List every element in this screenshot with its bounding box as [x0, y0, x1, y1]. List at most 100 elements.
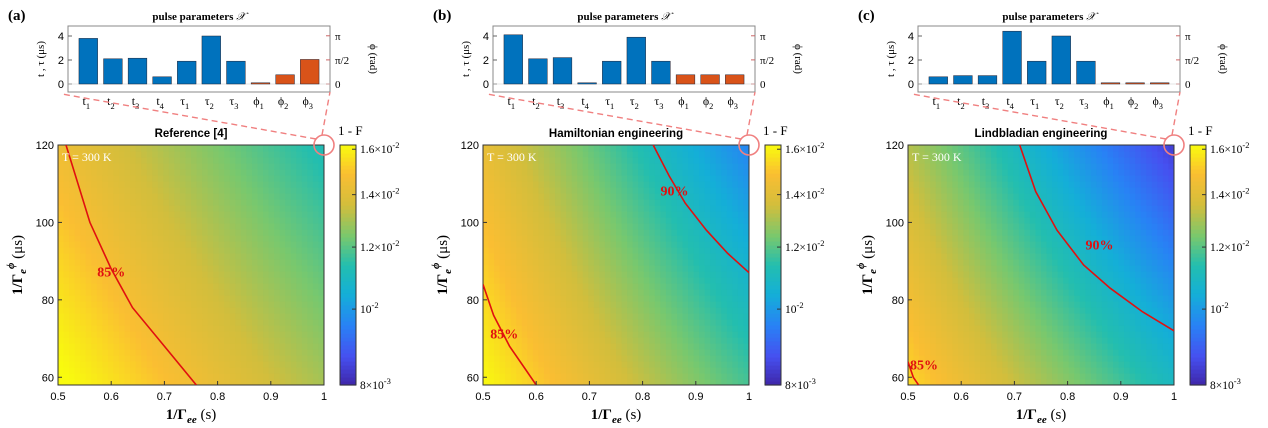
pulse-bar-chart: pulse parameters 𝒳 0 2 4 0 π/2 π t , τ (μs) ϕ (r…: [35, 11, 379, 111]
panel-2: (b) pulse parameters 𝒳 0 2 4 0 π/2 π t , τ (μs) ϕ…: [430, 8, 824, 426]
bar-category-label: τ1: [605, 94, 614, 111]
bar-category-label: t1: [933, 94, 941, 111]
bar-t2: [528, 58, 548, 85]
bar-t4: [577, 82, 597, 85]
heatmap-ylabel: 1/Γeϕ (μs): [855, 235, 879, 295]
bar-category-label: τ3: [654, 94, 663, 111]
heatmap-ylabel: 1/Γeϕ (μs): [5, 235, 29, 295]
bar-left-tick: 0: [483, 79, 489, 91]
contour-line-85: [65, 145, 197, 385]
bar-category-label: ϕ1: [678, 94, 689, 111]
heatmap-y-tick: 100: [886, 217, 904, 229]
bar-ϕ1: [675, 74, 696, 85]
bar-category-label: t4: [1006, 94, 1014, 111]
colorbar-tick: 8×10-3: [785, 376, 816, 392]
heatmap-title: Lindbladian engineering: [975, 128, 1108, 140]
bar-category-label: τ2: [630, 94, 639, 111]
bar-τ1: [602, 60, 622, 85]
bar-ϕ2: [1125, 82, 1145, 85]
colorbar-tick: 1.4×10-2: [785, 186, 824, 202]
bar-category-label: t2: [957, 94, 965, 111]
bar-t2: [953, 75, 973, 85]
colorbar-tick: 1.6×10-2: [785, 140, 824, 156]
heatmap-title: Reference [4]: [155, 128, 228, 140]
bar-t4: [1002, 30, 1022, 85]
bar-left-tick: 2: [58, 55, 64, 67]
bar-axes-box: [492, 25, 756, 93]
heatmap-xlabel: 1/Γee (s): [591, 407, 642, 426]
heatmap-x-tick: 0.9: [263, 391, 278, 403]
bar-axes-box: [67, 25, 331, 93]
colorbar: 1 - F 8×10-3 10-2 1.2×10-2 1.4×10-2 1.6×10-2: [1188, 123, 1249, 392]
bar-category-label: τ2: [1055, 94, 1064, 111]
bar-left-tick: 0: [908, 79, 914, 91]
bar-category-label: t1: [508, 94, 516, 111]
zoom-line: [911, 93, 1167, 140]
bar-category-label: τ3: [1079, 94, 1088, 111]
temperature-label: T = 300 K: [487, 150, 537, 164]
bar-τ3: [1076, 60, 1096, 85]
panel-1: (a) pulse parameters 𝒳 0 2 4 0 π/2 π t , τ (μs) ϕ…: [5, 8, 399, 426]
colorbar-tick: 10-2: [360, 300, 379, 316]
zoom-line: [746, 91, 756, 136]
colorbar-tick: 1.4×10-2: [360, 186, 399, 202]
heatmap-axes-box: [57, 144, 325, 386]
heatmap-axes-box: [482, 144, 750, 386]
heatmap-x-tick: 0.5: [50, 391, 65, 403]
colorbar-tick: 8×10-3: [360, 376, 391, 392]
contour-label: 85%: [97, 266, 125, 281]
bar-category-label: τ3: [229, 94, 238, 111]
bar-t1: [78, 38, 98, 85]
panel-3: (c) pulse parameters 𝒳 0 2 4 0 π/2 π t , τ (μs) ϕ…: [855, 8, 1249, 426]
heatmap-x-tick: 0.7: [582, 391, 597, 403]
colorbar-tick: 1.6×10-2: [360, 140, 399, 156]
bar-τ2: [1051, 35, 1071, 85]
zoom-circle: [313, 134, 335, 156]
bar-τ3: [651, 60, 671, 85]
bar-category-label: ϕ1: [253, 94, 264, 111]
bar-category-label: τ1: [180, 94, 189, 111]
bar-ylabel-left: t , τ (μs): [35, 41, 47, 77]
contour-line-85: [483, 284, 537, 385]
colorbar: 1 - F 8×10-3 10-2 1.2×10-2 1.4×10-2 1.6×10-2: [763, 123, 824, 392]
bar-t3: [977, 75, 998, 85]
colorbar-label: 1 - F: [338, 123, 363, 138]
bar-category-label: t2: [532, 94, 540, 111]
colorbar-tick: 10-2: [1210, 300, 1229, 316]
colorbar-tick: 1.6×10-2: [1210, 140, 1249, 156]
bar-category-label: ϕ3: [302, 94, 313, 111]
bar-ylabel-left: t , τ (μs): [885, 41, 897, 77]
heatmap-ylabel: 1/Γeϕ (μs): [430, 235, 454, 295]
heatmap-y-tick: 80: [42, 295, 54, 307]
contour-label: 85%: [910, 359, 938, 374]
pulse-bar-chart: pulse parameters 𝒳 0 2 4 0 π/2 π t , τ (μs) ϕ (r…: [460, 11, 804, 111]
bar-τ2: [626, 36, 646, 85]
bar-left-tick: 4: [483, 31, 489, 43]
panel-label: (c): [858, 8, 875, 24]
colorbar-tick: 1.2×10-2: [1210, 238, 1249, 254]
panel-label: (b): [433, 8, 451, 24]
bar-chart-title: pulse parameters 𝒳: [152, 11, 249, 23]
bar-category-label: ϕ2: [703, 94, 714, 111]
zoom-circle: [1163, 134, 1185, 156]
bar-ylabel-right: ϕ (rad): [792, 44, 804, 74]
bar-ylabel-right: ϕ (rad): [1217, 44, 1229, 74]
bar-τ2: [201, 35, 221, 85]
bar-t3: [127, 57, 148, 85]
temperature-label: T = 300 K: [62, 150, 112, 164]
bar-right-tick: π/2: [1185, 55, 1199, 67]
bar-t1: [928, 76, 948, 85]
bar-category-label: ϕ2: [278, 94, 289, 111]
contour-label: 85%: [490, 328, 518, 343]
bar-category-label: τ2: [205, 94, 214, 111]
bar-category-label: τ1: [1030, 94, 1039, 111]
bar-category-label: ϕ3: [1152, 94, 1163, 111]
colorbar-tick: 10-2: [785, 300, 804, 316]
bar-τ1: [177, 60, 197, 85]
bar-category-label: t2: [107, 94, 115, 111]
bar-ϕ2: [275, 74, 295, 85]
heatmap-x-tick: 0.9: [1113, 391, 1128, 403]
bar-t3: [552, 57, 573, 85]
bar-ϕ3: [1150, 82, 1170, 85]
bar-ϕ1: [250, 82, 271, 85]
